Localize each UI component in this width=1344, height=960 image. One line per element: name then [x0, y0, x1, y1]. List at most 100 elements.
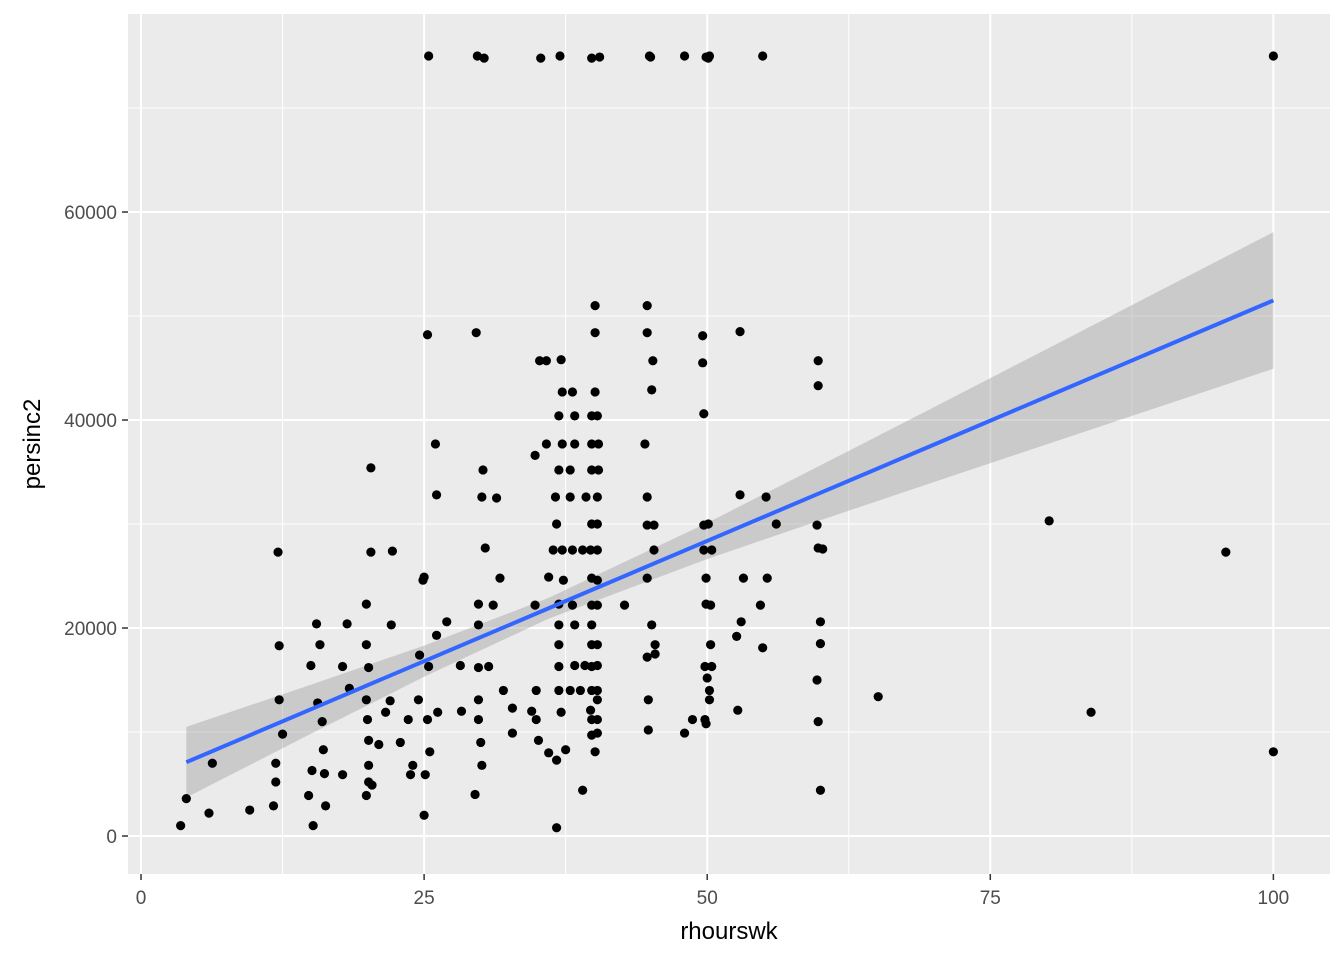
- data-point: [567, 600, 578, 610]
- data-point: [318, 745, 328, 755]
- x-tick-label: 25: [414, 888, 435, 909]
- data-point: [442, 617, 452, 627]
- x-tick-label: 100: [1258, 888, 1290, 909]
- data-point: [488, 600, 498, 610]
- data-point: [758, 51, 768, 61]
- data-point: [480, 543, 490, 553]
- data-point: [643, 695, 653, 705]
- data-point: [456, 706, 467, 716]
- data-point: [590, 328, 600, 338]
- data-point: [536, 53, 546, 63]
- data-point: [700, 661, 710, 672]
- data-point: [364, 735, 374, 745]
- data-point: [561, 745, 571, 755]
- data-point: [479, 53, 489, 63]
- data-point: [477, 760, 487, 770]
- data-point: [755, 600, 766, 610]
- data-point: [381, 707, 391, 717]
- grid-minor: [128, 14, 1330, 874]
- data-point: [507, 728, 518, 738]
- data-point: [592, 575, 602, 585]
- data-point: [320, 801, 331, 811]
- data-point: [533, 735, 544, 745]
- data-point: [648, 356, 658, 366]
- y-axis: 0 20000 40000 60000: [64, 203, 128, 848]
- data-point: [557, 387, 567, 397]
- data-point: [642, 652, 652, 662]
- data-point: [554, 685, 564, 696]
- data-point: [701, 573, 711, 583]
- data-point: [592, 695, 602, 705]
- data-point: [527, 706, 537, 716]
- data-point: [570, 660, 580, 671]
- data-point: [277, 729, 288, 739]
- data-point: [738, 573, 749, 583]
- data-point: [484, 661, 494, 672]
- data-point: [578, 545, 588, 555]
- data-point: [815, 617, 826, 627]
- y-tick-label: 60000: [64, 203, 117, 224]
- fit-line: [185, 298, 1275, 765]
- data-point: [593, 465, 604, 475]
- data-point: [699, 409, 709, 419]
- data-point: [541, 356, 552, 366]
- data-point: [306, 660, 316, 671]
- data-point: [558, 575, 568, 585]
- x-tick-label: 50: [697, 888, 718, 909]
- data-point: [592, 660, 602, 671]
- data-point: [478, 465, 488, 475]
- data-point: [590, 387, 600, 397]
- data-point: [649, 545, 659, 555]
- data-point: [544, 572, 554, 582]
- data-point: [703, 519, 713, 529]
- data-point: [551, 755, 562, 765]
- data-point: [455, 660, 465, 671]
- data-point: [274, 695, 284, 705]
- data-point: [556, 707, 566, 717]
- data-point: [1086, 707, 1096, 717]
- data-point: [554, 411, 564, 421]
- data-point: [1044, 516, 1054, 526]
- data-point: [554, 661, 564, 672]
- data-point: [565, 492, 575, 502]
- data-point: [551, 823, 562, 833]
- data-point: [642, 328, 652, 338]
- data-point: [342, 619, 352, 629]
- data-point: [181, 793, 191, 804]
- data-point: [385, 696, 395, 706]
- data-point: [476, 737, 486, 748]
- data-point: [408, 760, 418, 770]
- y-tick-label: 40000: [64, 411, 117, 432]
- data-point: [176, 821, 186, 831]
- data-point: [592, 411, 602, 421]
- data-point: [815, 785, 826, 795]
- data-point: [567, 387, 578, 397]
- x-tick-label: 75: [980, 888, 1001, 909]
- data-point: [374, 739, 384, 750]
- data-point: [498, 685, 508, 696]
- data-point: [707, 661, 717, 672]
- data-point: [771, 519, 781, 529]
- data-point: [319, 769, 330, 779]
- data-point: [650, 649, 660, 659]
- data-point: [207, 758, 217, 768]
- data-point: [271, 777, 281, 787]
- data-point: [548, 545, 558, 555]
- data-point: [535, 356, 545, 366]
- data-point: [873, 692, 883, 702]
- data-point: [585, 545, 596, 555]
- data-point: [554, 620, 564, 630]
- data-point: [642, 492, 652, 502]
- data-point: [619, 600, 630, 610]
- data-point: [473, 714, 484, 725]
- data-point: [430, 439, 441, 449]
- y-tick-label: 20000: [64, 619, 117, 640]
- data-point: [424, 661, 434, 672]
- data-point: [587, 465, 597, 475]
- data-point: [592, 728, 602, 738]
- data-point: [315, 640, 325, 650]
- data-point: [592, 519, 602, 529]
- data-point: [707, 545, 717, 555]
- data-point: [473, 695, 484, 705]
